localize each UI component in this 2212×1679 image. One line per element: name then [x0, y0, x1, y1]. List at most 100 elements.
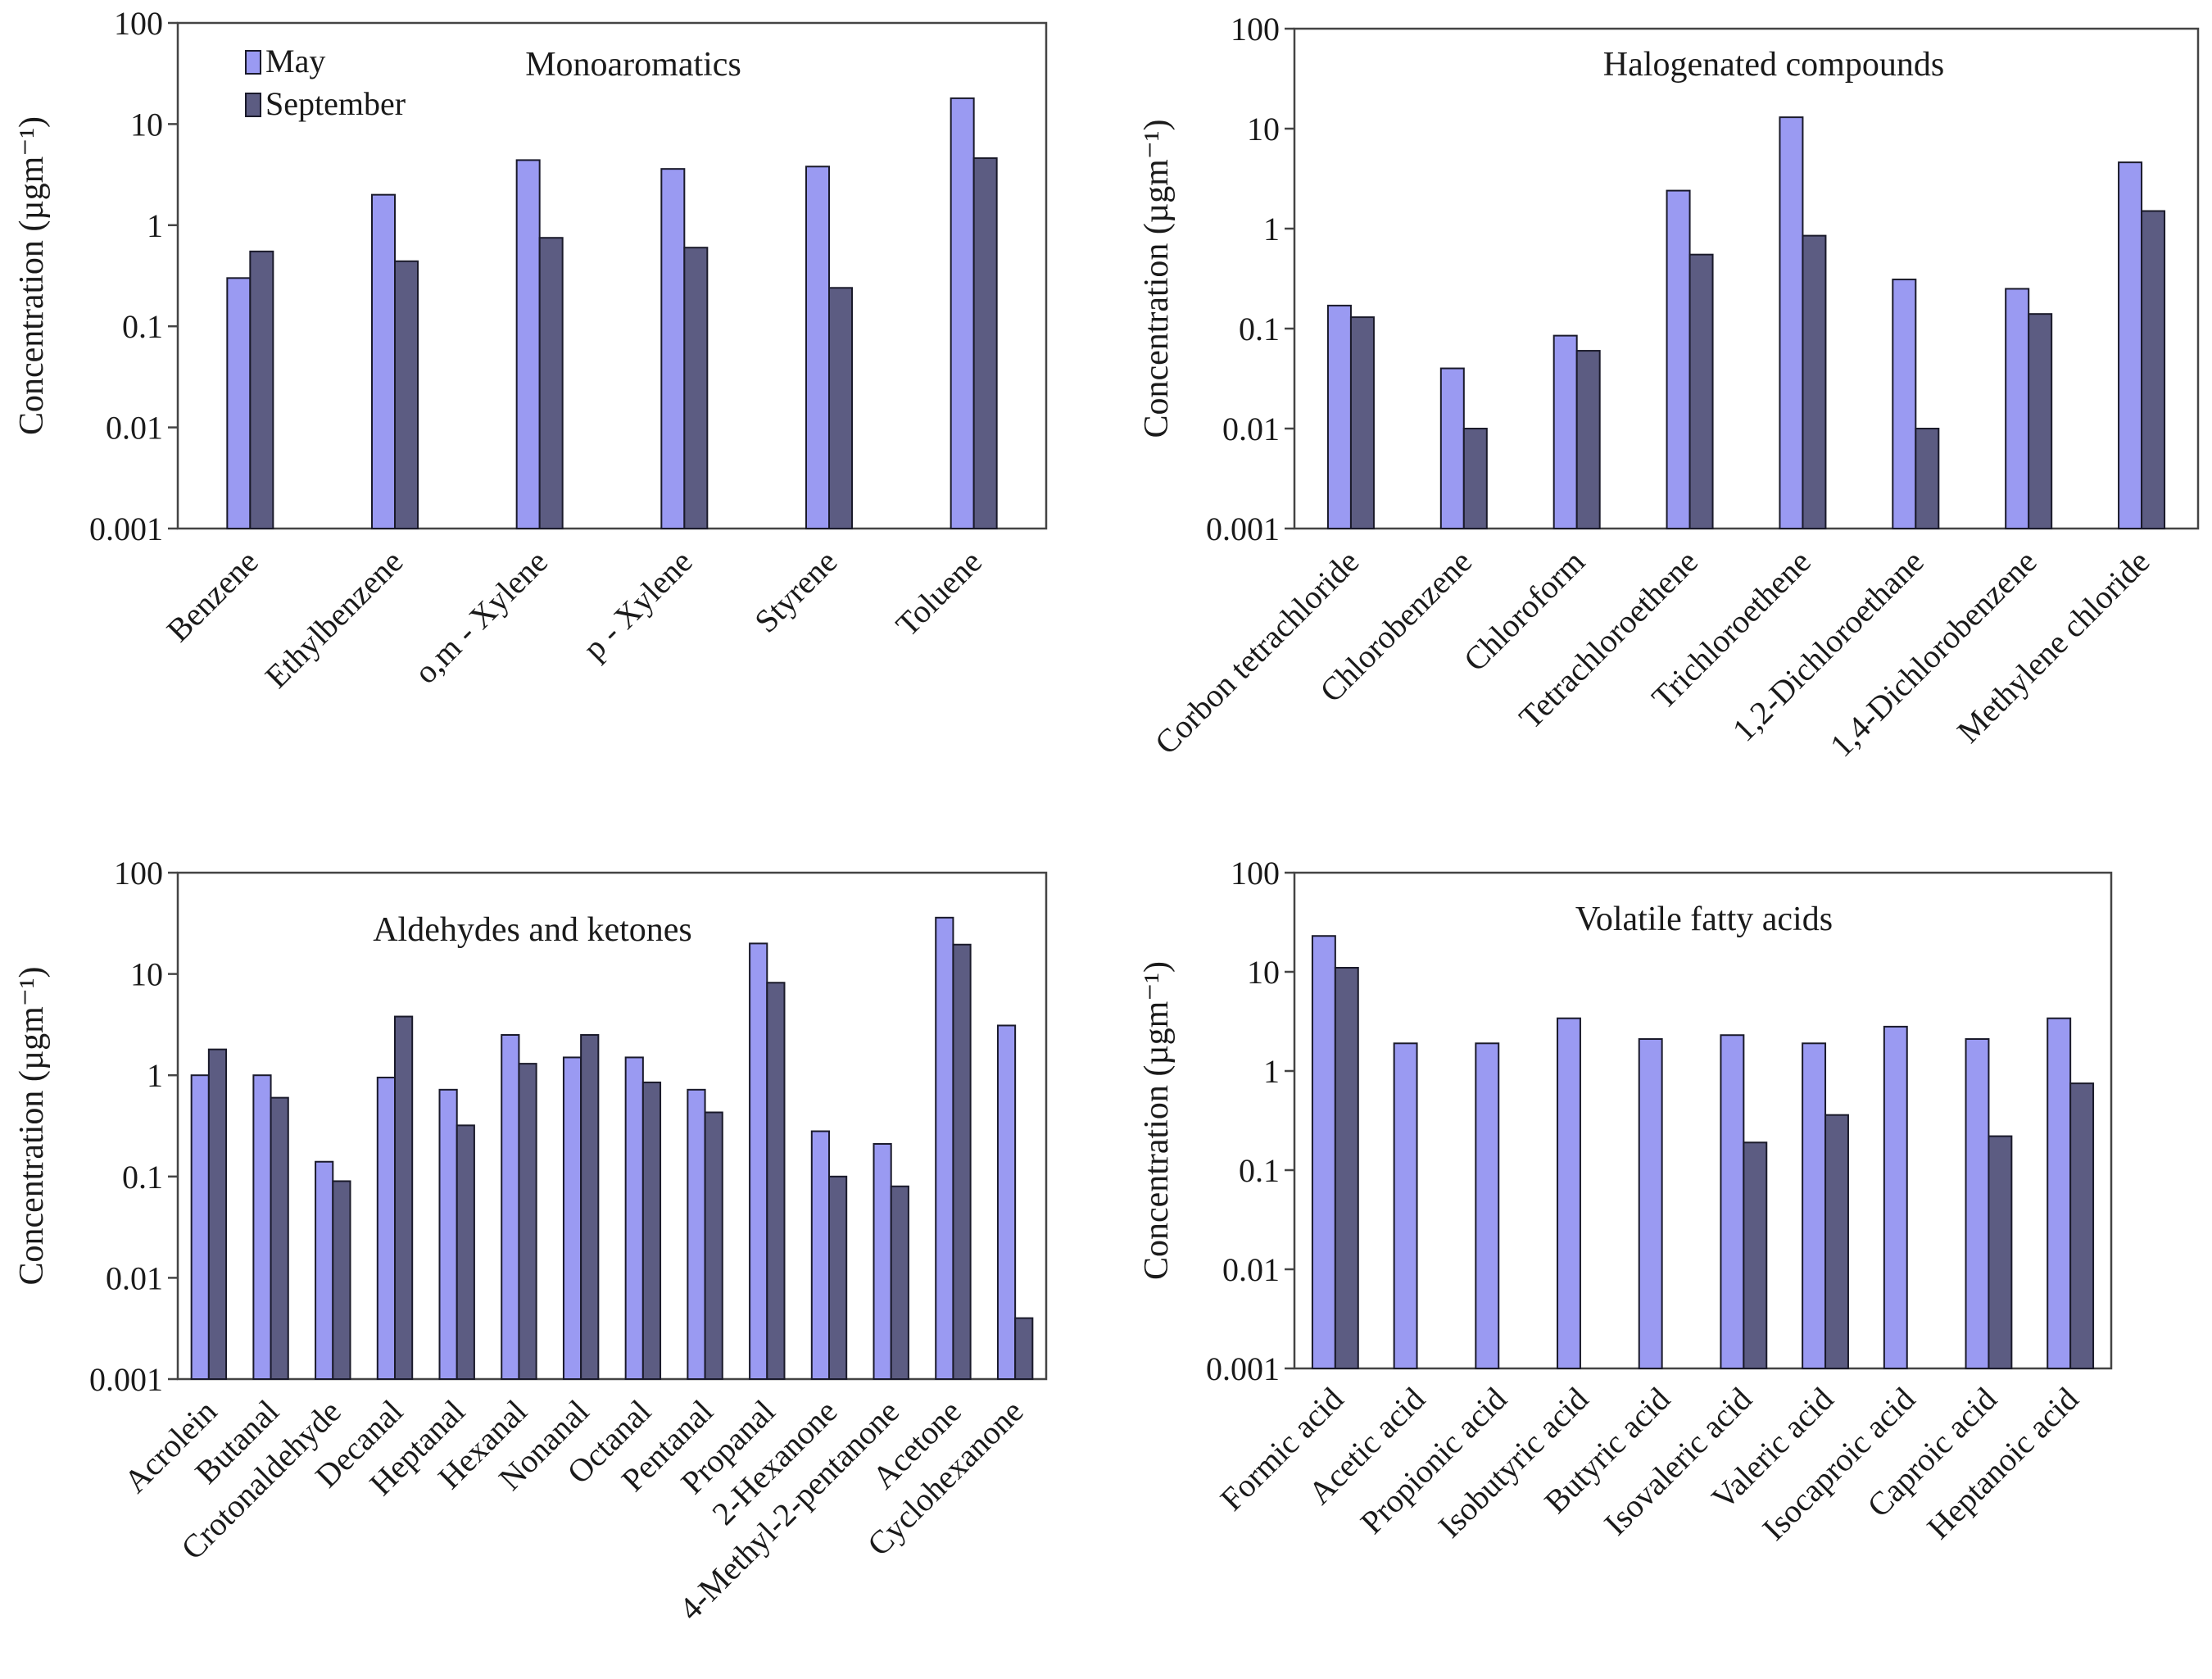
bar-september-styrene [828, 287, 853, 529]
plot-frame [176, 871, 1048, 1381]
bar-september-acrolein [207, 1048, 228, 1380]
bar-september-formic-acid [1334, 966, 1359, 1369]
x-tick-label: Styrene [747, 543, 844, 640]
bar-may-formic-acid [1311, 935, 1336, 1369]
x-tick-label: 1,2-Dichloroethane [1725, 543, 1931, 749]
chart-title: Halogenated compounds [1603, 46, 1944, 84]
chart-title: Volatile fatty acids [1575, 901, 1833, 938]
bar-september-caproic-acid [1988, 1135, 2013, 1370]
bar-may-pentanal [687, 1088, 706, 1381]
bar-september-heptanal [456, 1124, 475, 1380]
bar-september-methylene-chloride [2141, 210, 2166, 529]
y-axis-label: Concentration (µgm⁻¹) [1138, 961, 1176, 1280]
bar-may-heptanoic-acid [2047, 1017, 2072, 1369]
plot-frame [1293, 27, 2200, 530]
bar-september-crotonaldehyde [332, 1180, 351, 1380]
x-tick-label: o,m - Xylene [407, 543, 555, 691]
y-tick-label: 1 [1263, 211, 1280, 247]
bar-september-chlorobenzene [1462, 428, 1488, 529]
bar-may-methylene-chloride [2118, 161, 2143, 529]
bar-september-trichloroethene [1802, 234, 1827, 529]
bar-september-propanal [766, 982, 786, 1380]
bar-may-4-methyl-2-pentanone [873, 1142, 892, 1381]
y-tick-label: 100 [1231, 11, 1280, 48]
y-tick-label: 10 [1247, 954, 1280, 991]
chart-title: Monoaromatics [525, 46, 741, 84]
x-tick-label: 1,4-Dichlorobenzene [1823, 543, 2044, 765]
bar-september-chloroform [1575, 350, 1601, 529]
bar-september-2-hexanone [828, 1175, 848, 1381]
chart-monoaromatics: 0.001 0.01 0.1 1 10 100 Concentration (µgm⁻¹) M… [13, 5, 1048, 696]
bar-september-corbon-tetrachloride [1349, 316, 1375, 529]
bar-may-o-m-xylene [515, 159, 541, 529]
chart-title: Aldehydes and ketones [373, 911, 692, 949]
y-tick-label: 0.01 [1222, 411, 1280, 447]
legend-swatch-september [245, 93, 261, 117]
bar-september-pentanal [704, 1111, 723, 1380]
y-tick-label: 0.1 [122, 308, 163, 345]
x-tick-label: Benzene [160, 543, 265, 649]
bar-may-propionic-acid [1475, 1042, 1500, 1370]
y-axis-label: Concentration (µgm⁻¹) [13, 966, 51, 1285]
bar-may-2-hexanone [810, 1130, 830, 1380]
bar-september-p-xylene [683, 247, 709, 529]
bar-may-propanal [749, 942, 768, 1380]
bar-september-hexanal [518, 1063, 537, 1380]
bar-may-octanal [624, 1056, 644, 1381]
chart-aldehydes-and-ketones: 0.001 0.01 0.1 1 10 100 Concentration (µgm⁻¹) A… [13, 855, 1048, 1627]
y-tick-label: 100 [1231, 855, 1280, 892]
bar-september-1-4-dichlorobenzene [2028, 313, 2053, 529]
bar-september-octanal [641, 1081, 662, 1380]
bar-september-1-2-dichloroethane [1915, 428, 1940, 529]
x-tick-label: Ethylbenzene [258, 543, 410, 696]
bar-september-cyclohexanone [1014, 1317, 1034, 1380]
bar-may-nonanal [562, 1056, 582, 1381]
y-tick-label: 0.1 [1239, 311, 1280, 347]
bar-september-benzene [249, 250, 274, 529]
bar-september-heptanoic-acid [2069, 1082, 2095, 1369]
bar-may-crotonaldehyde [315, 1160, 334, 1380]
bar-may-styrene [805, 166, 830, 529]
y-tick-label: 10 [1247, 111, 1280, 147]
x-tick-label: Corbon tetrachloride [1148, 543, 1367, 762]
bar-september-toluene [972, 157, 998, 529]
y-tick-label: 0.01 [106, 410, 163, 447]
y-tick-label: 10 [130, 106, 163, 143]
bar-may-chloroform [1552, 334, 1578, 530]
bar-september-4-methyl-2-pentanone [890, 1185, 909, 1380]
bar-may-acrolein [190, 1074, 210, 1380]
bar-september-ethylbenzene [394, 260, 419, 529]
bar-may-trichloroethene [1779, 116, 1804, 529]
chart-volatile-fatty-acids: 0.001 0.01 0.1 1 10 100 Concentration (µgm⁻¹) V… [1138, 855, 2113, 1547]
y-tick-label: 0.1 [1239, 1152, 1280, 1189]
y-tick-label: 100 [114, 5, 163, 42]
bar-may-benzene [226, 277, 252, 529]
y-tick-label: 100 [114, 855, 163, 892]
bar-may-hexanal [501, 1034, 520, 1381]
bar-september-decanal [394, 1015, 414, 1380]
y-tick-label: 0.1 [122, 1159, 163, 1196]
bar-may-toluene [950, 97, 975, 530]
bar-may-1-2-dichloroethane [1892, 279, 1917, 529]
bar-may-p-xylene [660, 168, 686, 529]
y-tick-label: 1 [1263, 1053, 1280, 1090]
y-tick-label: 0.001 [1206, 1350, 1280, 1387]
bar-september-valeric-acid [1824, 1114, 1849, 1369]
bar-may-butyric-acid [1638, 1038, 1663, 1369]
bar-may-acetone [935, 916, 954, 1381]
bar-september-nonanal [580, 1034, 600, 1381]
bar-september-tetrachloroethene [1688, 253, 1714, 529]
bar-may-isovaleric-acid [1720, 1034, 1745, 1370]
bar-may-decanal [376, 1076, 396, 1380]
bar-may-caproic-acid [1965, 1038, 1990, 1369]
bar-may-ethylbenzene [371, 193, 396, 529]
plot-frame [1293, 871, 2113, 1370]
x-tick-label: Toluene [889, 543, 990, 644]
bar-may-cyclohexanone [996, 1024, 1017, 1380]
y-tick-label: 0.01 [106, 1259, 163, 1296]
y-tick-label: 1 [147, 1057, 163, 1094]
y-axis-label: Concentration (µgm⁻¹) [1138, 119, 1176, 438]
y-axis-label: Concentration (µgm⁻¹) [13, 116, 51, 435]
bar-september-o-m-xylene [538, 237, 564, 529]
bar-may-butanal [252, 1074, 272, 1380]
